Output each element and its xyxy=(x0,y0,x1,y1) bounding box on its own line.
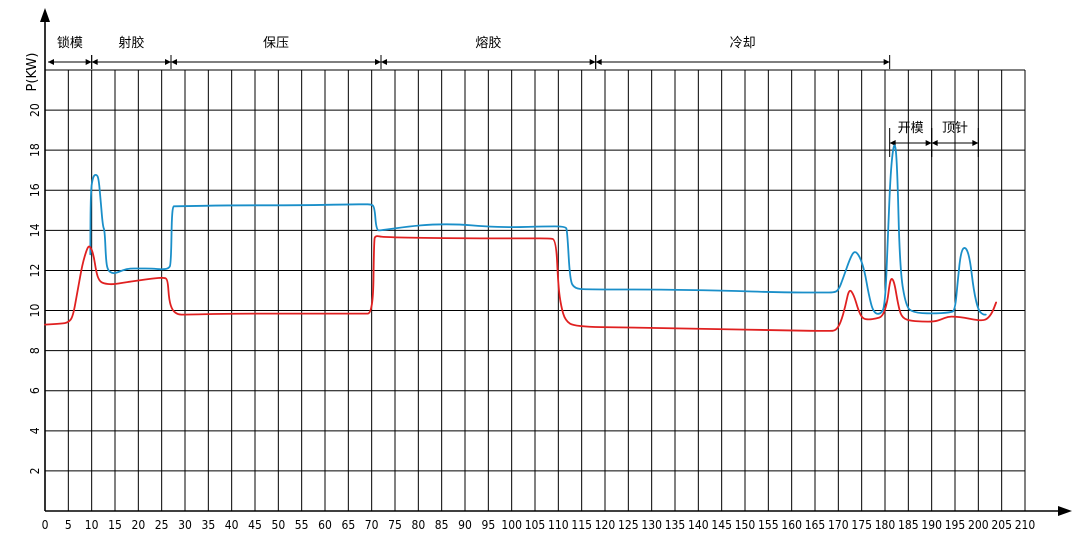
x-tick-label: 50 xyxy=(271,518,285,532)
x-tick-label: 200 xyxy=(968,518,989,532)
phase-arrowhead xyxy=(883,59,890,65)
y-tick-label: 16 xyxy=(28,183,42,197)
x-tick-label: 70 xyxy=(365,518,379,532)
y-tick-label: 10 xyxy=(28,304,42,318)
x-tick-label: 155 xyxy=(758,518,779,532)
phase-arrowhead xyxy=(91,59,98,65)
phase-arrowhead xyxy=(972,140,979,146)
x-tick-label: 110 xyxy=(548,518,569,532)
grid xyxy=(45,69,1026,511)
x-tick-label: 30 xyxy=(178,518,192,532)
x-tick-label: 65 xyxy=(341,518,355,532)
y-axis-arrow xyxy=(40,8,50,22)
x-tick-label: 135 xyxy=(665,518,686,532)
phase-arrowhead xyxy=(925,140,932,146)
phase-arrowhead xyxy=(931,140,938,146)
x-tick-label: 5 xyxy=(65,518,72,532)
x-tick-label: 60 xyxy=(318,518,332,532)
series-line-red xyxy=(44,235,997,332)
x-tick-label: 45 xyxy=(248,518,262,532)
x-tick-label: 40 xyxy=(225,518,239,532)
y-tick-label: 14 xyxy=(28,223,42,237)
x-tick-label: 150 xyxy=(735,518,756,532)
phase-label: 冷却 xyxy=(730,36,756,51)
x-tick-label: 90 xyxy=(458,518,472,532)
x-tick-label: 80 xyxy=(411,518,425,532)
phase-label: 开模 xyxy=(898,121,924,136)
y-tick-label: 2 xyxy=(28,467,42,474)
x-tick-label: 195 xyxy=(945,518,966,532)
y-tick-label: 20 xyxy=(28,103,42,117)
x-tick-label: 35 xyxy=(201,518,215,532)
x-tick-label: 85 xyxy=(435,518,449,532)
x-axis-arrow xyxy=(1058,506,1072,516)
x-tick-label: 95 xyxy=(481,518,495,532)
tick-labels: 0 5 10 15 20 25 30 35 40 45 50 55 60 65 70 75 80 85 90 95 10… xyxy=(28,103,1035,532)
phase-label: 锁模 xyxy=(57,35,83,51)
x-tick-label: 125 xyxy=(618,518,639,532)
phase-arrowhead xyxy=(48,59,54,65)
phase-arrowhead xyxy=(171,59,177,65)
series-line-blue xyxy=(89,144,987,316)
x-tick-label: 115 xyxy=(571,518,592,532)
y-tick-label: 12 xyxy=(28,264,42,278)
x-tick-label: 160 xyxy=(781,518,802,532)
series xyxy=(44,144,997,332)
x-tick-label: 100 xyxy=(501,518,522,532)
x-tick-label: 120 xyxy=(595,518,616,532)
y-tick-label: 4 xyxy=(28,427,42,434)
x-tick-label: 175 xyxy=(851,518,872,532)
phase-arrowhead xyxy=(889,140,896,146)
x-tick-label: 180 xyxy=(875,518,896,532)
y-axis-label: P(KW) xyxy=(25,53,40,92)
phase-arrowhead xyxy=(589,59,596,65)
x-tick-label: 130 xyxy=(641,518,662,532)
phase-label: 熔胶 xyxy=(475,35,501,51)
y-tick-label: 8 xyxy=(28,347,42,354)
axes xyxy=(40,8,1072,516)
phase-arrowhead xyxy=(595,59,602,65)
y-tick-label: 18 xyxy=(28,143,42,157)
x-tick-label: 55 xyxy=(295,518,309,532)
x-tick-label: 105 xyxy=(525,518,546,532)
phase-arrowhead xyxy=(85,59,92,65)
x-tick-label: 0 xyxy=(42,518,49,532)
x-tick-label: 205 xyxy=(991,518,1012,532)
phase-label: 射胶 xyxy=(118,35,144,51)
phase-arrowhead xyxy=(165,59,171,65)
x-tick-label: 10 xyxy=(85,518,99,532)
x-tick-label: 185 xyxy=(898,518,919,532)
x-tick-label: 190 xyxy=(921,518,942,532)
x-tick-label: 20 xyxy=(131,518,145,532)
x-tick-label: 25 xyxy=(155,518,169,532)
x-tick-label: 165 xyxy=(805,518,826,532)
x-tick-label: 210 xyxy=(1015,518,1036,532)
x-tick-label: 75 xyxy=(388,518,402,532)
x-tick-label: 140 xyxy=(688,518,709,532)
x-tick-label: 170 xyxy=(828,518,849,532)
phase-label: 保压 xyxy=(263,36,289,51)
phase-label: 顶针 xyxy=(942,121,968,136)
y-tick-label: 6 xyxy=(28,387,42,394)
phase-arrowhead xyxy=(381,59,387,65)
x-tick-label: 15 xyxy=(108,518,122,532)
phase-arrowhead xyxy=(375,59,381,65)
x-tick-label: 145 xyxy=(711,518,732,532)
